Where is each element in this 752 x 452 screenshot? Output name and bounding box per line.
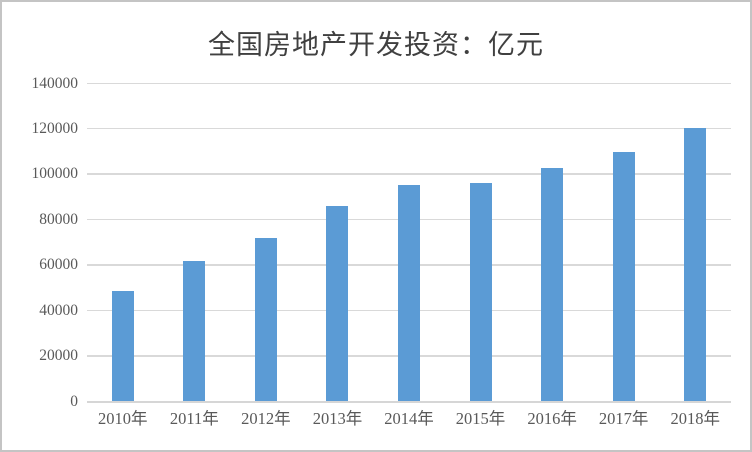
y-tick-label: 100000 <box>31 165 79 183</box>
y-tick-label: 120000 <box>31 119 79 137</box>
bar-2014年 <box>398 185 420 401</box>
plot-area: 0 20000 40000 60000 80000 100000 120000 140000 … <box>32 75 731 427</box>
x-tick-label: 2015年 <box>455 409 506 428</box>
bar-2011年 <box>183 260 206 401</box>
gridline <box>87 82 731 84</box>
y-tick-label: 0 <box>70 392 78 410</box>
x-tick-label: 2016年 <box>527 409 577 428</box>
y-tick-label: 20000 <box>39 346 78 364</box>
bar-2013年 <box>326 205 349 401</box>
bar-2012年 <box>254 237 277 401</box>
x-tick-label: 2018年 <box>670 409 720 428</box>
gridline <box>87 173 731 175</box>
x-tick-label: 2012年 <box>241 409 291 428</box>
x-tick-label: 2017年 <box>598 409 649 428</box>
bar-2015年 <box>469 183 492 401</box>
x-tick-label: 2010年 <box>98 409 148 428</box>
bar-2018年 <box>684 127 707 401</box>
bar-2016年 <box>541 168 564 401</box>
bar-2017年 <box>612 151 635 401</box>
y-tick-label: 60000 <box>39 255 78 273</box>
y-tick-label: 80000 <box>39 210 78 228</box>
chart-title: 全国房地产开发投资：亿元 <box>208 30 544 60</box>
x-tick-label: 2013年 <box>312 409 363 428</box>
bar-2010年 <box>111 291 134 401</box>
x-tick-label: 2014年 <box>384 409 434 428</box>
y-tick-label: 40000 <box>39 301 78 319</box>
y-tick-label: 140000 <box>31 74 79 92</box>
x-tick-label: 2011年 <box>169 409 219 428</box>
gridline <box>87 127 731 130</box>
